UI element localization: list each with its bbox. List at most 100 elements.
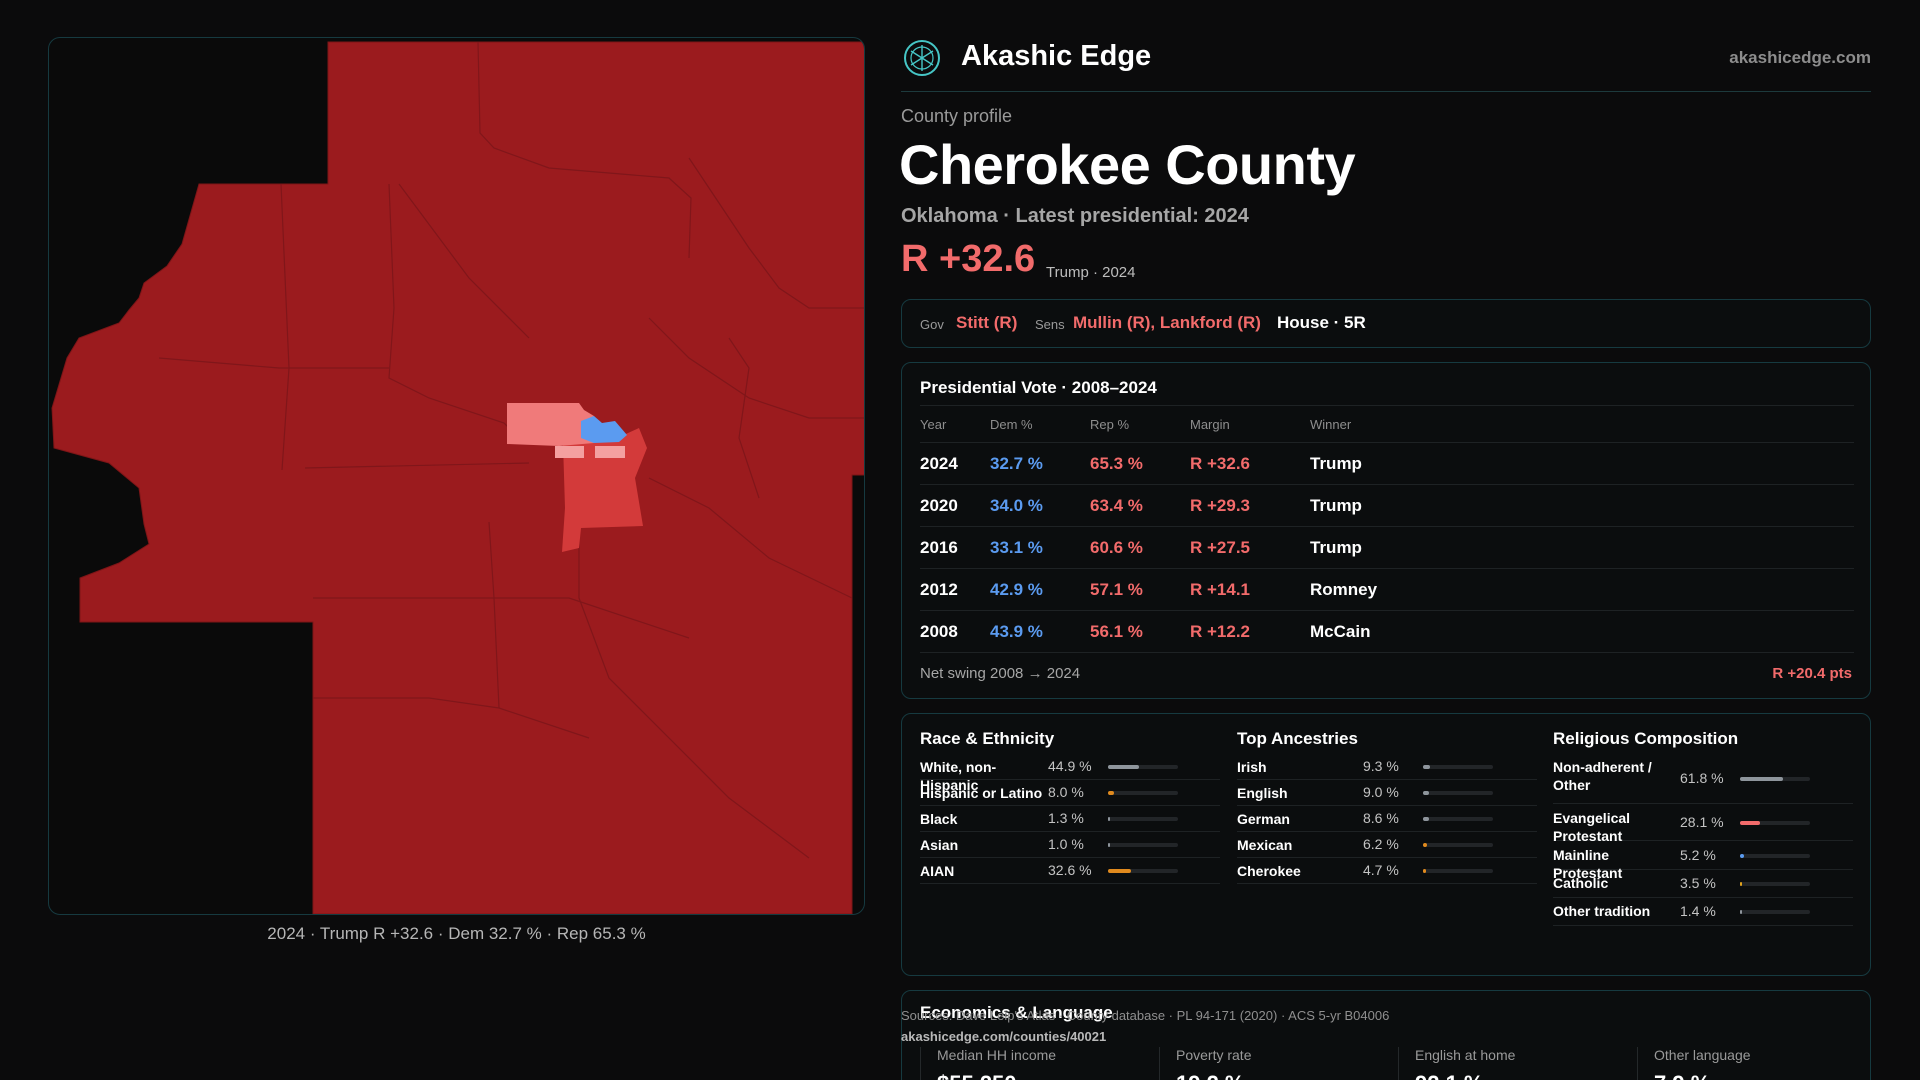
demographics-card: Race & Ethnicity White, non-Hispanic 44.9… [901,713,1871,976]
item-percent: 5.2 % [1680,847,1716,863]
brand-site-link[interactable]: akashicedge.com [1729,48,1871,67]
item-label: Asian [920,837,959,853]
table-row[interactable]: 2024 32.7 % 65.3 % R +32.6 Trump [920,442,1854,485]
sens-value: Mullin (R), Lankford (R) [1073,313,1261,332]
econ-cell-english: English at home 92.1 % [1398,1047,1618,1080]
list-item[interactable]: Mainline Protestant 5.2 % [1553,842,1853,881]
source-line: Sources: Dave Leip's Atlas · County data… [901,1008,1390,1023]
presidential-vote-card: Presidential Vote · 2008–2024 Year Dem %… [901,362,1871,699]
sens-label: Sens [1035,317,1065,332]
list-item[interactable]: German 8.6 % [1237,806,1537,832]
list-item[interactable]: Non-adherent / Other 61.8 % [1553,754,1853,804]
econ-cell-other-language: Other language 7.9 % [1637,1047,1857,1080]
table-row[interactable]: 2016 33.1 % 60.6 % R +27.5 Trump [920,526,1854,569]
percent-bar-fill [1108,869,1131,873]
list-item[interactable]: Asian 1.0 % [920,832,1220,858]
county-title: Cherokee County [899,133,1356,196]
house-value: House · 5R [1277,313,1366,332]
map-caption: 2024 · Trump R +32.6 · Dem 32.7 % · Rep … [267,924,646,943]
percent-bar-fill [1423,817,1429,821]
list-item[interactable]: White, non-Hispanic 44.9 % [920,754,1220,793]
list-item[interactable]: Catholic 3.5 % [1553,870,1853,898]
percent-bar [1740,821,1810,825]
winner-cell: Trump [1310,526,1854,569]
list-item[interactable]: Irish 9.3 % [1237,754,1537,780]
akashic-logo-icon[interactable] [903,39,941,77]
table-row[interactable]: 2008 43.9 % 56.1 % R +12.2 McCain [920,610,1854,653]
rep-pct-cell: 63.4 % [1090,484,1190,527]
item-label: Mexican [1237,837,1293,853]
religious-composition-title: Religious Composition [1553,729,1739,748]
econ-label: Other language [1654,1047,1751,1063]
item-label: Black [920,811,958,827]
dem-pct-cell: 34.0 % [990,484,1090,527]
year-cell: 2008 [920,610,990,653]
item-percent: 32.6 % [1048,862,1092,878]
econ-label: English at home [1415,1047,1516,1063]
net-swing-value: R +20.4 pts [1772,665,1852,682]
header-year: Year [920,405,990,443]
item-percent: 9.3 % [1363,758,1399,774]
precinct-tahlequah-northwest[interactable] [507,403,594,446]
list-item[interactable]: Hispanic or Latino 8.0 % [920,780,1220,806]
percent-bar [1740,882,1810,886]
precinct-tahlequah-edge-b[interactable] [595,446,625,458]
percent-bar-fill [1740,777,1783,781]
percent-bar-fill [1423,869,1426,873]
brand-name[interactable]: Akashic Edge [961,40,1152,72]
precinct-tahlequah-dem[interactable] [581,416,627,443]
list-item[interactable]: English 9.0 % [1237,780,1537,806]
table-row[interactable]: 2020 34.0 % 63.4 % R +29.3 Trump [920,484,1854,527]
county-shape[interactable] [51,41,865,914]
precinct-tahlequah-south[interactable] [562,428,647,552]
margin-cell: R +12.2 [1190,610,1310,653]
percent-bar-fill [1108,791,1114,795]
brand-header: Akashic Edge akashicedge.com [901,36,1871,92]
percent-bar [1108,791,1178,795]
list-item[interactable]: Evangelical Protestant 28.1 % [1553,805,1853,844]
table-header-row: Year Dem % Rep % Margin Winner [920,405,1854,443]
precinct-map[interactable] [48,37,865,915]
source-url-link[interactable]: akashicedge.com/counties/40021 [901,1029,1107,1044]
item-percent: 1.4 % [1680,903,1716,919]
gov-value: Stitt (R) [956,313,1018,332]
item-label: White, non-Hispanic [920,759,997,793]
econ-value: 19.2 % [1176,1071,1379,1080]
dem-pct-cell: 42.9 % [990,568,1090,611]
percent-bar [1423,817,1493,821]
item-label: Catholic [1553,875,1609,891]
list-item[interactable]: AIAN 32.6 % [920,858,1220,884]
list-item[interactable]: Black 1.3 % [920,806,1220,832]
percent-bar [1108,765,1178,769]
item-percent: 1.3 % [1048,810,1084,826]
precinct-lines [158,41,864,859]
presidential-table: Year Dem % Rep % Margin Winner 2024 32.7 … [920,405,1854,653]
percent-bar [1108,869,1178,873]
rep-pct-cell: 56.1 % [1090,610,1190,653]
economics-card: Economics & Language Median HH income $5… [901,990,1871,1080]
item-label: Cherokee [1237,863,1301,879]
rep-pct-cell: 60.6 % [1090,526,1190,569]
top-ancestries-title: Top Ancestries [1237,729,1358,748]
item-label: Non-adherent / Other [1553,759,1652,793]
item-percent: 4.7 % [1363,862,1399,878]
map-svg[interactable] [49,38,865,915]
table-row[interactable]: 2012 42.9 % 57.1 % R +14.1 Romney [920,568,1854,611]
item-percent: 6.2 % [1363,836,1399,852]
economics-title: Economics & Language [920,1003,1113,1022]
year-cell: 2020 [920,484,990,527]
econ-label: Poverty rate [1176,1047,1252,1063]
dem-pct-cell: 33.1 % [990,526,1090,569]
list-item[interactable]: Cherokee 4.7 % [1237,858,1537,884]
margin-cell: R +29.3 [1190,484,1310,527]
econ-value: 7.9 % [1654,1071,1857,1080]
race-ethnicity-title: Race & Ethnicity [920,729,1055,748]
percent-bar-fill [1740,882,1742,886]
percent-bar-fill [1740,854,1744,858]
list-item[interactable]: Mexican 6.2 % [1237,832,1537,858]
list-item[interactable]: Other tradition 1.4 % [1553,898,1853,926]
item-percent: 8.6 % [1363,810,1399,826]
winner-cell: Trump [1310,442,1854,485]
precinct-tahlequah-edge-a[interactable] [555,446,584,458]
